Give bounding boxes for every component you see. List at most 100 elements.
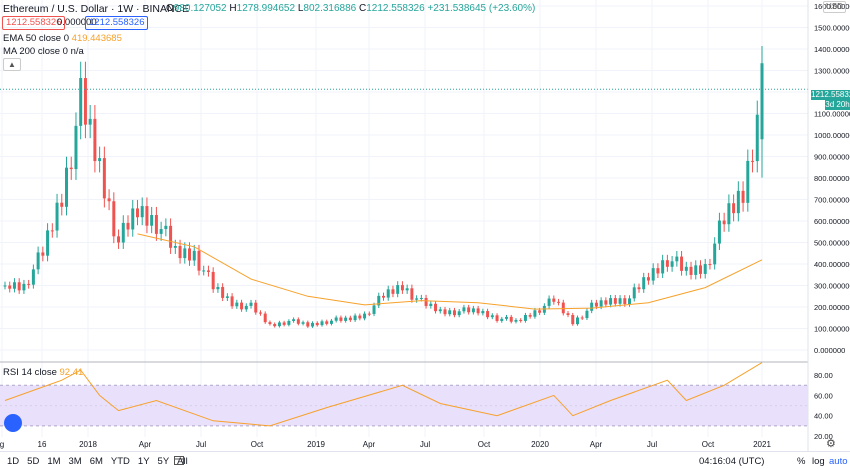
price-tick-label: 100.000000: [814, 325, 850, 334]
rsi-band: [0, 384, 808, 427]
range-ytd-button[interactable]: YTD: [110, 456, 130, 467]
candle: [698, 260, 702, 279]
price-tick-label: 1400.000000: [814, 45, 850, 54]
candle: [8, 281, 12, 293]
candle: [367, 311, 371, 317]
candle: [159, 221, 163, 241]
currency-label[interactable]: USD: [823, 1, 846, 13]
candle: [755, 100, 759, 173]
time-axis[interactable]: g 16 2018 Apr Jul Oct 2019 Apr Jul Oct 2020 Apr Jul O…: [0, 440, 771, 449]
range-all-button[interactable]: All: [177, 456, 188, 467]
candle: [145, 197, 149, 234]
range-1y-button[interactable]: 1Y: [137, 456, 150, 467]
chart-canvas[interactable]: 1600.000000 1500.000000 1400.000000 1300.00…: [0, 0, 850, 451]
candle: [60, 193, 64, 216]
tradingview-logo-icon[interactable]: [4, 414, 22, 432]
ema-legend[interactable]: EMA 50 close 0 419.443685: [3, 33, 122, 44]
time-tick-label: Oct: [702, 440, 715, 449]
range-5d-button[interactable]: 5D: [27, 456, 40, 467]
candle: [254, 299, 258, 315]
candle: [528, 312, 532, 319]
candle: [17, 278, 21, 294]
candle: [83, 61, 87, 139]
range-buttons: 1D 5D 1M 3M 6M YTD 1Y 5Y All: [7, 456, 196, 467]
candle: [443, 306, 447, 317]
candle: [230, 293, 234, 309]
time-tick-label: g: [0, 440, 4, 449]
candle: [315, 321, 319, 327]
percent-toggle[interactable]: %: [797, 456, 806, 467]
symbol-title[interactable]: Ethereum / U.S. Dollar · 1W · BINANCE: [3, 3, 189, 15]
price-tick-label: 0.000000: [814, 346, 845, 355]
buy-price-box[interactable]: 1212.558326: [85, 16, 149, 30]
price-axis[interactable]: 1600.000000 1500.000000 1400.000000 1300.00…: [814, 2, 850, 355]
candle: [391, 285, 395, 298]
candle: [112, 192, 116, 244]
candle: [164, 218, 168, 237]
candle: [93, 105, 97, 173]
range-1d-button[interactable]: 1D: [7, 456, 20, 467]
candle: [471, 305, 475, 315]
range-3m-button[interactable]: 3M: [68, 456, 82, 467]
utc-clock[interactable]: 04:16:04 (UTC): [699, 456, 765, 467]
candle: [74, 112, 78, 180]
candle: [415, 295, 419, 303]
candle: [206, 265, 210, 277]
candle: [41, 246, 45, 262]
candle: [561, 299, 565, 316]
candle: [325, 319, 329, 326]
ma-legend[interactable]: MA 200 close 0 n/a: [3, 46, 84, 57]
candle: [183, 242, 187, 264]
candle: [656, 263, 660, 279]
price-tick-label: 1500.000000: [814, 24, 850, 33]
candle: [22, 279, 26, 294]
candle: [31, 264, 35, 289]
candle: [27, 279, 31, 289]
ma-label: MA 200 close 0: [3, 46, 68, 57]
auto-toggle[interactable]: auto: [829, 456, 848, 467]
candle: [689, 261, 693, 280]
calendar-icon[interactable]: [174, 455, 184, 465]
candle: [509, 314, 513, 324]
candle: [225, 293, 229, 302]
candle: [575, 315, 579, 326]
time-tick-label: Apr: [590, 440, 603, 449]
candle: [467, 304, 471, 315]
candle: [311, 321, 315, 328]
candle: [708, 258, 712, 270]
candle: [694, 260, 698, 280]
rsi-axis[interactable]: 80.00 60.00 40.00 20.00: [814, 371, 833, 441]
candle: [585, 308, 589, 320]
range-1m-button[interactable]: 1M: [47, 456, 61, 467]
log-toggle[interactable]: log: [812, 456, 825, 467]
sell-price-box[interactable]: 1212.558326: [2, 16, 66, 30]
rsi-tick-label: 40.00: [814, 412, 833, 421]
open-value: 980.127052: [173, 3, 227, 14]
candle: [277, 320, 281, 328]
candle: [339, 315, 343, 323]
candle: [282, 320, 286, 327]
collapse-legend-button[interactable]: ▲: [3, 58, 21, 71]
range-6m-button[interactable]: 6M: [89, 456, 103, 467]
candle: [533, 307, 537, 319]
candle: [334, 315, 338, 323]
range-5y-button[interactable]: 5Y: [157, 456, 170, 467]
candle: [722, 212, 726, 232]
last-candle: [760, 75, 764, 178]
candle: [301, 320, 305, 326]
time-tick-label: Jul: [196, 440, 206, 449]
ema-value: 419.443685: [71, 33, 122, 44]
candle: [88, 105, 92, 139]
candle: [240, 299, 244, 312]
candle: [79, 61, 83, 140]
candle: [523, 312, 527, 323]
time-tick-label: Oct: [478, 440, 491, 449]
spread-value: 0.000000: [57, 17, 97, 28]
rsi-legend[interactable]: RSI 14 close 92.41: [3, 367, 83, 378]
gear-icon[interactable]: ⚙: [826, 438, 836, 450]
candle: [36, 246, 40, 275]
time-tick-label: 2020: [531, 440, 549, 449]
price-tick-label: 900.000000: [814, 153, 850, 162]
bar-countdown: 3d 20h: [825, 100, 850, 110]
candle: [320, 319, 324, 327]
